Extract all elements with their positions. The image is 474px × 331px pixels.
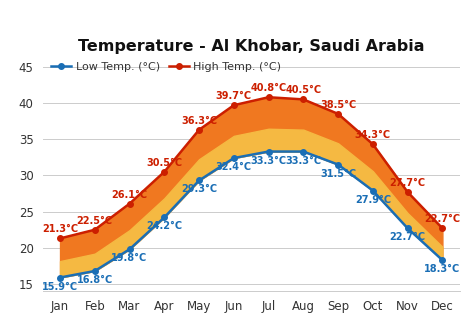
Text: 29.3°C: 29.3°C <box>181 184 217 195</box>
Text: 40.8°C: 40.8°C <box>250 83 287 93</box>
Text: 30.5°C: 30.5°C <box>146 158 182 168</box>
Text: 34.3°C: 34.3°C <box>355 130 391 140</box>
Text: 31.5°C: 31.5°C <box>320 168 356 178</box>
Legend: Low Temp. (°C), High Temp. (°C): Low Temp. (°C), High Temp. (°C) <box>47 57 286 76</box>
Text: 22.7°C: 22.7°C <box>424 214 460 224</box>
Text: 24.2°C: 24.2°C <box>146 221 182 231</box>
Text: 40.5°C: 40.5°C <box>285 85 321 95</box>
Text: 39.7°C: 39.7°C <box>216 91 252 101</box>
Text: 22.7°C: 22.7°C <box>390 232 426 242</box>
Text: 26.1°C: 26.1°C <box>111 190 147 200</box>
Text: 38.5°C: 38.5°C <box>320 100 356 110</box>
Text: 33.3°C: 33.3°C <box>285 156 321 166</box>
Text: 16.8°C: 16.8°C <box>77 275 113 285</box>
Title: Temperature - Al Khobar, Saudi Arabia: Temperature - Al Khobar, Saudi Arabia <box>78 39 425 54</box>
Text: 32.4°C: 32.4°C <box>216 162 252 172</box>
Text: 33.3°C: 33.3°C <box>251 156 287 166</box>
Text: 27.7°C: 27.7°C <box>390 178 426 188</box>
Text: 18.3°C: 18.3°C <box>424 264 461 274</box>
Text: 15.9°C: 15.9°C <box>42 281 78 292</box>
Text: 21.3°C: 21.3°C <box>42 224 78 234</box>
Text: 27.9°C: 27.9°C <box>355 195 391 205</box>
Text: 19.8°C: 19.8°C <box>111 253 148 263</box>
Text: 22.5°C: 22.5°C <box>77 216 113 226</box>
Text: 36.3°C: 36.3°C <box>181 116 217 126</box>
